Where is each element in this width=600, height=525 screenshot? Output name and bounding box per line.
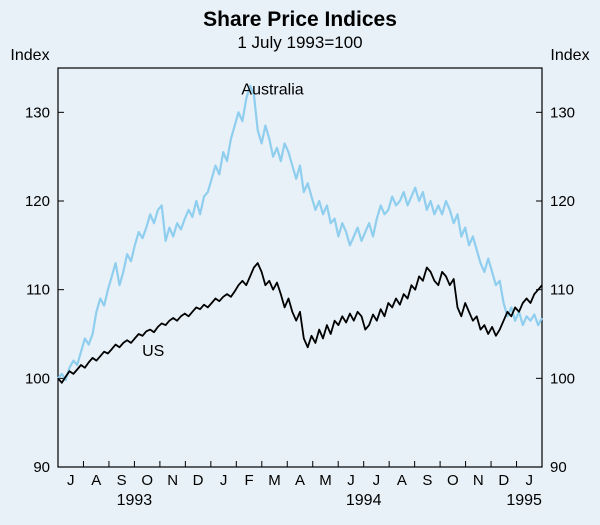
y-tick-left: 100 <box>25 370 50 387</box>
series-label-australia: Australia <box>241 82 303 99</box>
x-year-label: 1995 <box>506 492 542 509</box>
x-tick-month: S <box>117 472 127 489</box>
x-tick-month: J <box>220 472 228 489</box>
chart-title: Share Price Indices <box>203 8 397 31</box>
x-tick-month: M <box>268 472 281 489</box>
x-tick-month: D <box>498 472 509 489</box>
x-tick-month: J <box>67 472 75 489</box>
x-tick-month: N <box>167 472 178 489</box>
series-label-us: US <box>142 343 164 360</box>
y-axis-label-right: Index <box>550 47 589 64</box>
y-tick-left: 120 <box>25 193 50 210</box>
y-tick-right: 120 <box>550 193 575 210</box>
x-tick-month: J <box>526 472 534 489</box>
y-tick-right: 130 <box>550 104 575 121</box>
x-tick-month: D <box>193 472 204 489</box>
y-tick-right: 90 <box>550 459 567 476</box>
x-tick-month: A <box>91 472 101 489</box>
y-tick-right: 110 <box>550 282 574 299</box>
y-tick-right: 100 <box>550 370 575 387</box>
chart-container: Share Price Indices 1 July 1993=100 Index I… <box>0 0 600 525</box>
x-tick-month: M <box>319 472 332 489</box>
x-tick-month: J <box>373 472 381 489</box>
y-tick-left: 90 <box>33 459 50 476</box>
x-year-label: 1993 <box>117 492 153 509</box>
x-tick-month: N <box>473 472 484 489</box>
x-tick-month: O <box>141 472 153 489</box>
chart-subtitle: 1 July 1993=100 <box>237 33 362 52</box>
y-axis-label-left: Index <box>10 47 49 64</box>
x-tick-month: O <box>447 472 459 489</box>
y-tick-left: 130 <box>25 104 50 121</box>
y-tick-left: 110 <box>26 282 50 299</box>
x-tick-month: J <box>347 472 355 489</box>
x-tick-month: A <box>397 472 407 489</box>
x-tick-month: A <box>295 472 305 489</box>
share-price-chart: Share Price Indices 1 July 1993=100 Index I… <box>0 0 600 525</box>
x-tick-month: F <box>244 472 253 489</box>
x-tick-month: S <box>422 472 432 489</box>
x-year-label: 1994 <box>346 492 382 509</box>
